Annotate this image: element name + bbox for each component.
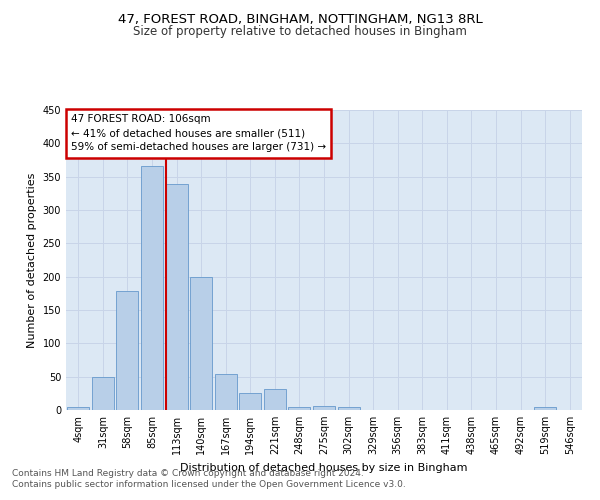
Bar [92,378,114,410]
Y-axis label: Number of detached properties: Number of detached properties [27,172,37,348]
Bar [141,166,163,410]
Bar [313,406,335,410]
Bar [166,184,188,410]
Bar [289,408,310,410]
Bar [239,392,262,410]
Text: 47 FOREST ROAD: 106sqm
← 41% of detached houses are smaller (511)
59% of semi-de: 47 FOREST ROAD: 106sqm ← 41% of detached… [71,114,326,152]
Text: Size of property relative to detached houses in Bingham: Size of property relative to detached ho… [133,25,467,38]
Text: Contains HM Land Registry data © Crown copyright and database right 2024.: Contains HM Land Registry data © Crown c… [12,468,364,477]
Bar [264,388,286,410]
Text: Contains public sector information licensed under the Open Government Licence v3: Contains public sector information licen… [12,480,406,489]
Bar [534,408,556,410]
Text: 47, FOREST ROAD, BINGHAM, NOTTINGHAM, NG13 8RL: 47, FOREST ROAD, BINGHAM, NOTTINGHAM, NG… [118,12,482,26]
Bar [116,290,139,410]
X-axis label: Distribution of detached houses by size in Bingham: Distribution of detached houses by size … [180,462,468,472]
Bar [190,278,212,410]
Bar [67,408,89,410]
Bar [338,408,359,410]
Bar [215,374,237,410]
